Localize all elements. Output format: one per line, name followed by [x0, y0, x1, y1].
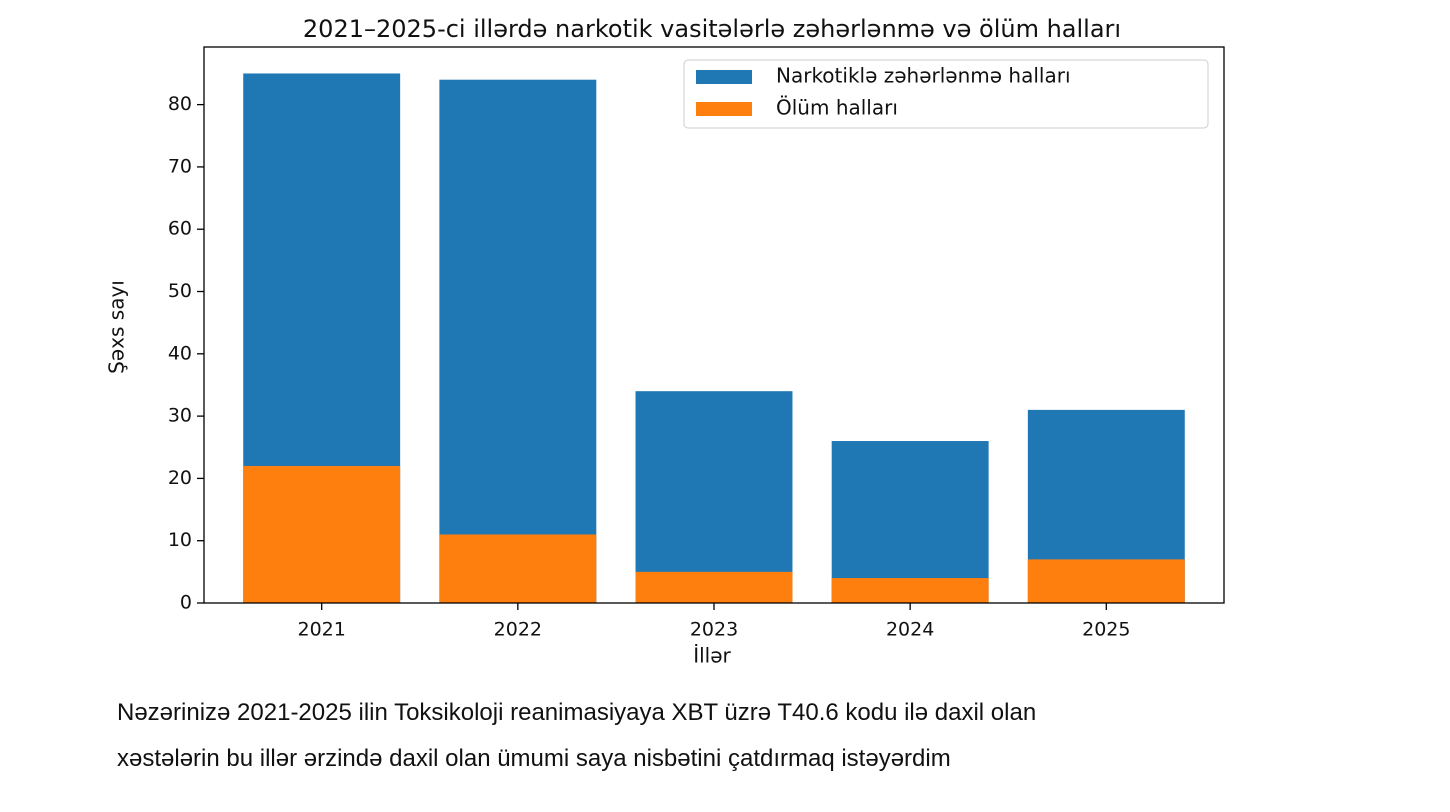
bar	[1027, 559, 1185, 603]
x-tick-label: 2022	[494, 619, 542, 641]
legend-swatch	[696, 70, 752, 84]
y-tick-label: 20	[168, 467, 192, 489]
x-tick-label: 2021	[298, 619, 346, 641]
legend-label: Ölüm halları	[776, 96, 898, 120]
bar	[439, 534, 597, 603]
y-tick-label: 60	[168, 218, 192, 240]
bar	[439, 79, 597, 604]
x-tick-label: 2024	[886, 619, 934, 641]
legend-label: Narkotiklə zəhərlənmə halları	[776, 64, 1071, 88]
bar	[635, 391, 793, 603]
caption-line: xəstələrin bu illər ərzində daxil olan ü…	[117, 745, 951, 772]
y-tick-label: 40	[168, 342, 192, 364]
axes-frame	[203, 46, 1225, 604]
y-tick-label: 80	[168, 93, 192, 115]
y-axis-label: Şəxs sayı	[105, 280, 129, 374]
legend-swatch	[696, 102, 752, 116]
x-tick-label: 2023	[690, 619, 738, 641]
y-tick-label: 0	[180, 592, 192, 614]
y-tick-label: 30	[168, 405, 192, 427]
chart-title: 2021–2025-ci illərdə narkotik vasitələrl…	[303, 15, 1121, 43]
bar	[635, 571, 793, 603]
y-tick-label: 50	[168, 280, 192, 302]
bar	[831, 578, 989, 603]
y-tick-label: 70	[168, 155, 192, 177]
x-axis-label: İllər	[693, 644, 731, 668]
y-tick-label: 10	[168, 529, 192, 551]
legend-box	[683, 59, 1209, 129]
caption-line: Nəzərinizə 2021-2025 ilin Toksikoloji re…	[117, 699, 1036, 726]
bar	[243, 465, 401, 603]
x-tick-label: 2025	[1082, 619, 1130, 641]
bar	[831, 441, 989, 603]
